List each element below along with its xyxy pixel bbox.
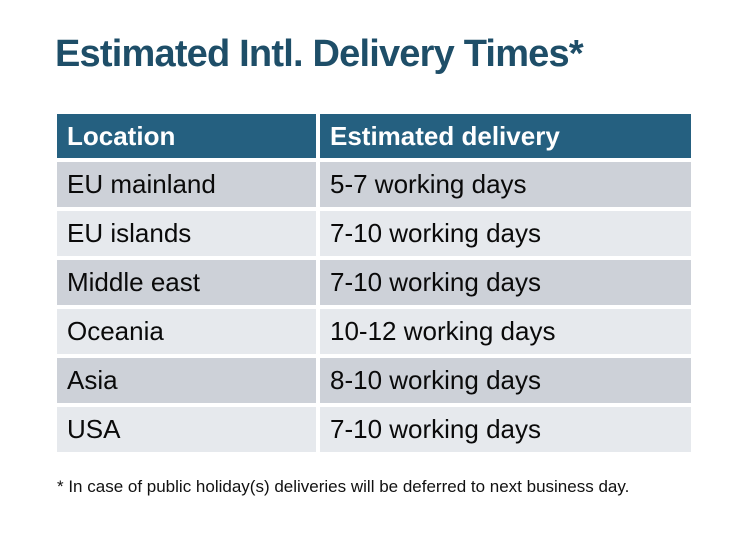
cell-location: EU islands <box>57 211 316 256</box>
page-title: Estimated Intl. Delivery Times* <box>55 33 584 75</box>
footnote: * In case of public holiday(s) deliverie… <box>57 477 630 496</box>
cell-location: USA <box>57 407 316 452</box>
cell-delivery: 8-10 working days <box>320 358 691 403</box>
column-header-location: Location <box>57 114 316 158</box>
cell-delivery: 7-10 working days <box>320 260 691 305</box>
cell-delivery: 10-12 working days <box>320 309 691 354</box>
cell-location: Asia <box>57 358 316 403</box>
delivery-times-table: Location Estimated delivery EU mainland … <box>57 114 691 452</box>
cell-delivery: 7-10 working days <box>320 211 691 256</box>
cell-delivery: 5-7 working days <box>320 162 691 207</box>
cell-location: Middle east <box>57 260 316 305</box>
column-header-estimated-delivery: Estimated delivery <box>320 114 691 158</box>
cell-location: EU mainland <box>57 162 316 207</box>
cell-delivery: 7-10 working days <box>320 407 691 452</box>
cell-location: Oceania <box>57 309 316 354</box>
